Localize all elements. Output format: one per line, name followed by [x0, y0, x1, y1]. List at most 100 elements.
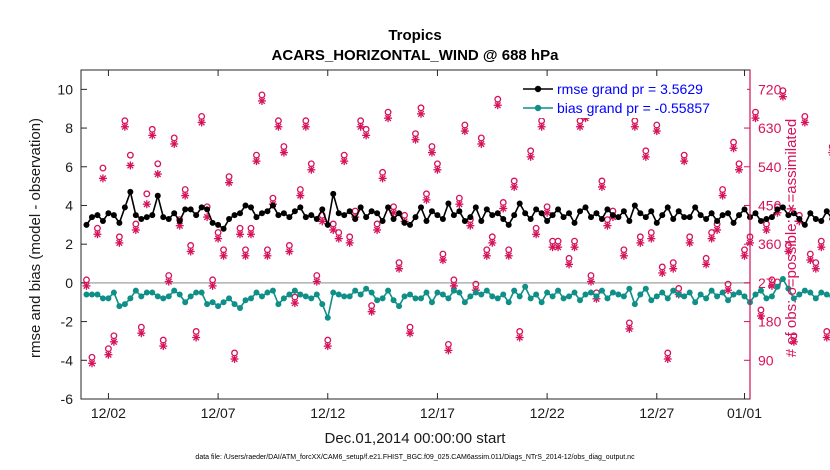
bias-point: [407, 291, 414, 298]
bias-point: [121, 301, 128, 308]
rmse-point: [439, 216, 446, 223]
obs-assimilated-point: [290, 299, 299, 308]
bias-point: [297, 291, 304, 298]
bias-point: [302, 293, 309, 300]
obs-assimilated-point: [806, 256, 815, 265]
obs-assimilated-stroke: [505, 252, 513, 260]
obs-assimilated-stroke: [807, 256, 814, 264]
obs-possible-point: [450, 276, 458, 284]
rmse-point: [620, 208, 627, 215]
rmse-point: [631, 202, 638, 209]
bias-point: [779, 276, 786, 283]
obs-assimilated-point: [230, 354, 239, 363]
obs-assimilated-point: [373, 225, 382, 234]
bias-point: [193, 289, 200, 296]
obs-assimilated-stroke: [713, 226, 721, 234]
rmse-point: [609, 212, 616, 219]
rmse-point: [319, 206, 326, 213]
obs-assimilated-stroke: [148, 132, 156, 139]
obs-assimilated-point: [762, 225, 771, 234]
rmse-point: [423, 217, 430, 224]
obs-assimilated-stroke: [439, 256, 447, 264]
obs-assimilated-stroke: [428, 149, 436, 156]
rmse-point: [176, 217, 183, 224]
obs-possible-point: [828, 143, 830, 150]
obs-assimilated-stroke: [467, 222, 474, 229]
bias-point: [187, 293, 194, 300]
obs-possible-point: [730, 138, 737, 146]
bias-point: [390, 297, 397, 304]
legend-box: [520, 77, 747, 118]
bias-point: [785, 285, 792, 292]
bias-point: [335, 291, 342, 298]
bias-point: [500, 291, 507, 298]
legend-label: bias grand pr = -0.55857: [557, 100, 710, 116]
bias-point: [352, 287, 359, 294]
bias-point: [445, 295, 452, 302]
obs-assimilated-stroke: [105, 351, 112, 358]
obs-assimilated-point: [663, 354, 672, 363]
obs-possible-point: [373, 220, 381, 228]
bias-point: [247, 295, 254, 302]
rmse-point: [160, 214, 167, 221]
obs-assimilated-point: [329, 225, 338, 234]
bias-point: [428, 299, 435, 306]
bias-point: [138, 293, 145, 300]
legend-label: rmse grand pr = 3.5629: [557, 81, 703, 97]
rmse-point: [341, 212, 348, 219]
obs-assimilated-stroke: [554, 243, 562, 251]
obs-assimilated-point: [181, 191, 190, 200]
rmse-point: [231, 212, 238, 219]
obs-assimilated-stroke: [324, 342, 332, 350]
rmse-point: [99, 217, 106, 224]
obs-assimilated-stroke: [362, 132, 370, 139]
obs-possible-point: [494, 95, 502, 103]
y-tick-label: 10: [57, 81, 73, 97]
obs-assimilated-stroke: [329, 226, 337, 234]
obs-possible-point: [801, 113, 809, 120]
rmse-point: [105, 210, 112, 217]
obs-assimilated-point: [362, 131, 371, 140]
obs-assimilated-stroke: [280, 149, 288, 156]
obs-assimilated-point: [307, 165, 316, 174]
obs-assimilated-stroke: [626, 325, 633, 333]
obs-assimilated-point: [789, 337, 798, 346]
rmse-point: [752, 210, 759, 217]
obs-possible-point: [516, 328, 524, 335]
obs-assimilated-point: [104, 350, 113, 359]
obs-assimilated-stroke: [680, 157, 688, 165]
obs-assimilated-point: [625, 324, 634, 333]
x-tick-label: 12/22: [530, 405, 565, 421]
obs-possible-point: [137, 323, 145, 331]
rmse-point: [741, 206, 748, 213]
obs-assimilated-stroke: [488, 239, 496, 247]
rmse-point: [253, 214, 260, 221]
y-tick-label: 8: [65, 120, 73, 136]
obs-possible-point: [428, 143, 436, 151]
bias-point: [511, 287, 518, 294]
obs-assimilated-stroke: [395, 265, 403, 272]
rmse-point: [215, 221, 222, 228]
x-axis-label: Dec.01,2014 00:00:00 start: [325, 430, 507, 447]
obs-assimilated-stroke: [724, 286, 732, 294]
obs-assimilated-stroke: [686, 239, 693, 247]
obs-assimilated-stroke: [253, 157, 260, 165]
rmse-point: [670, 216, 677, 223]
obs-assimilated-stroke: [785, 248, 792, 255]
obs-assimilated-point: [811, 264, 820, 273]
obs-assimilated-point: [652, 127, 661, 136]
obs-possible-point: [636, 233, 644, 241]
bias-point: [434, 289, 441, 296]
bias-point: [577, 297, 584, 304]
obs-possible-point: [417, 104, 425, 112]
bias-point: [714, 293, 721, 300]
rmse-point: [275, 212, 282, 219]
bias-point: [719, 289, 726, 296]
y-tick-label-right: 540: [758, 159, 782, 175]
bias-point: [642, 285, 649, 292]
obs-assimilated-point: [164, 277, 173, 286]
obs-possible-point: [395, 259, 403, 267]
obs-assimilated-point: [126, 161, 135, 170]
obs-possible-point: [806, 250, 814, 258]
obs-possible-point: [148, 125, 156, 133]
